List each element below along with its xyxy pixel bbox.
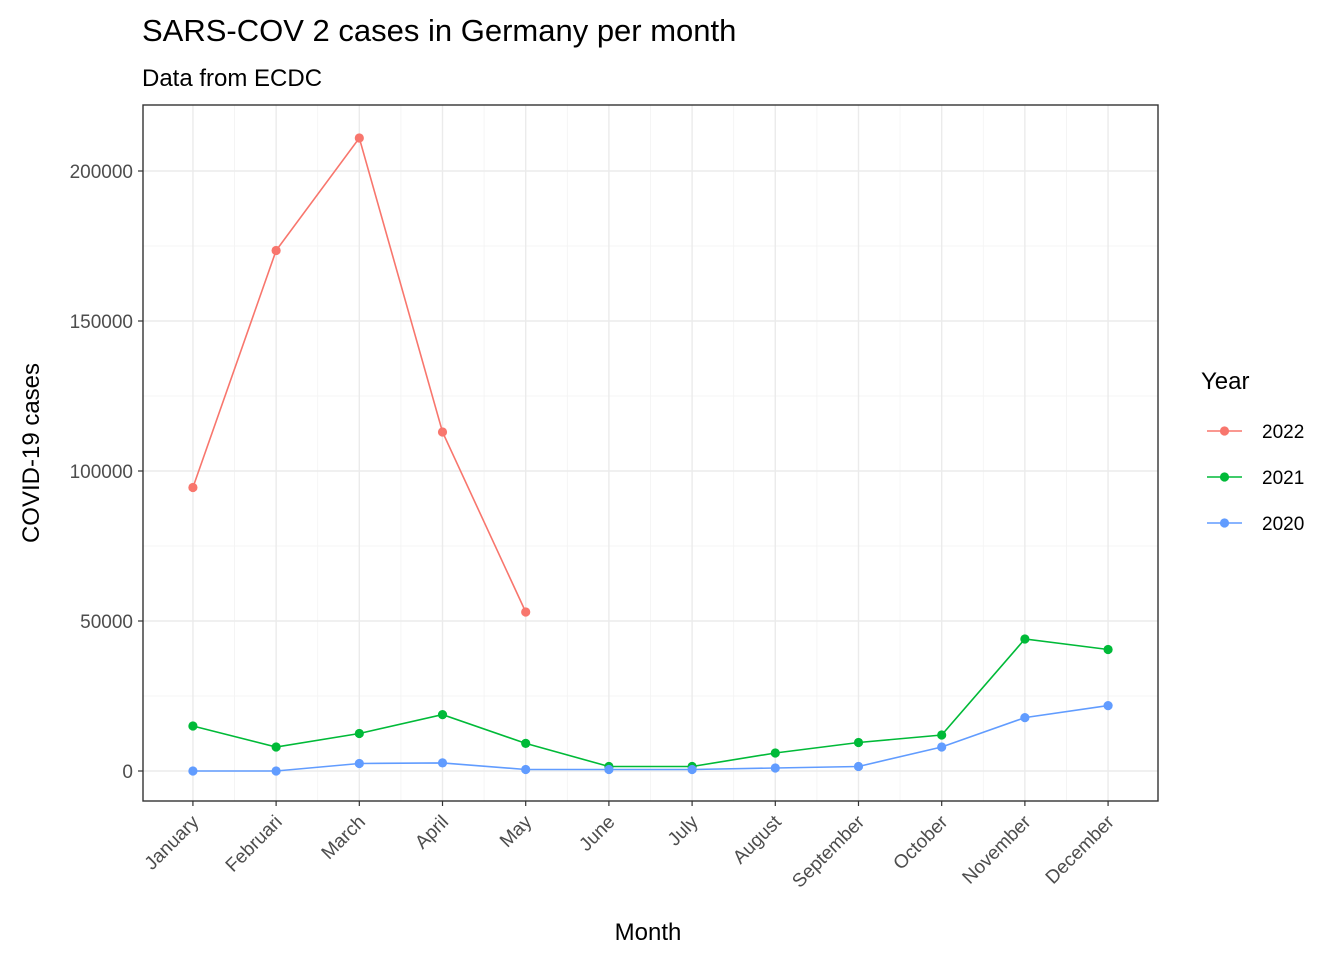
data-point	[271, 245, 281, 256]
y-tick-label: 0	[122, 762, 133, 783]
data-point	[188, 766, 198, 776]
y-tick-label: 50000	[80, 612, 133, 633]
series-line	[192, 704, 1109, 772]
panel-border	[142, 104, 1159, 802]
series-2021	[188, 634, 1113, 772]
series-2022	[188, 133, 531, 617]
data-point	[1103, 701, 1113, 711]
data-point	[770, 748, 780, 758]
data-point	[853, 737, 864, 748]
legend-item-2022: 2022	[1207, 422, 1304, 443]
chart-title: SARS-COV 2 cases in Germany per month	[142, 13, 736, 48]
legend-key-point	[1219, 426, 1230, 436]
data-point	[521, 764, 531, 775]
data-point	[437, 758, 448, 768]
x-tick-label: October	[890, 811, 953, 874]
x-tick-label: Februari	[222, 812, 287, 877]
data-point	[354, 728, 364, 739]
grid	[143, 105, 1158, 801]
x-axis-title: Month	[615, 919, 682, 946]
data-point	[604, 764, 614, 775]
series-line	[192, 638, 1109, 768]
series-layer	[188, 133, 1113, 776]
legend-key-point	[1219, 518, 1230, 528]
y-axis-title: COVID-19 cases	[18, 363, 45, 543]
chart-subtitle: Data from ECDC	[142, 65, 322, 92]
data-point	[271, 742, 281, 752]
data-point	[354, 133, 364, 143]
x-tick-label: July	[664, 811, 703, 850]
y-tick-label: 150000	[70, 312, 133, 333]
data-point	[271, 766, 281, 776]
x-tick-label: December	[1042, 811, 1119, 888]
data-point	[937, 730, 947, 740]
legend: Year 2022 2021 2020	[1201, 368, 1304, 535]
y-tick-label: 200000	[70, 162, 133, 183]
data-point	[521, 607, 531, 617]
y-tick-label: 100000	[70, 462, 133, 483]
x-tick-label: March	[318, 812, 370, 864]
legend-label: 2021	[1262, 468, 1304, 489]
x-tick-label: April	[411, 812, 453, 854]
data-point	[687, 764, 697, 775]
x-tick-label: August	[729, 811, 786, 868]
data-point	[1020, 634, 1030, 644]
data-point	[770, 763, 780, 773]
data-point	[188, 721, 198, 731]
series-2020	[188, 701, 1113, 776]
data-point	[437, 710, 448, 720]
legend-item-2021: 2021	[1207, 468, 1304, 489]
data-point	[1103, 644, 1113, 655]
x-tick-label: January	[141, 811, 204, 874]
x-tick-label: June	[575, 812, 619, 856]
x-tick-label: May	[496, 811, 537, 852]
x-tick-label: September	[788, 811, 869, 892]
data-point	[354, 758, 364, 769]
data-point	[937, 742, 947, 752]
x-tick-label: November	[959, 811, 1036, 888]
legend-item-2020: 2020	[1207, 514, 1304, 535]
data-point	[521, 738, 531, 749]
legend-title: Year	[1201, 368, 1250, 395]
legend-key-point	[1219, 472, 1230, 482]
data-point	[853, 761, 864, 772]
data-point	[188, 482, 198, 493]
data-point	[437, 427, 448, 437]
legend-label: 2020	[1262, 514, 1304, 535]
data-point	[1020, 713, 1030, 723]
legend-label: 2022	[1262, 422, 1304, 443]
